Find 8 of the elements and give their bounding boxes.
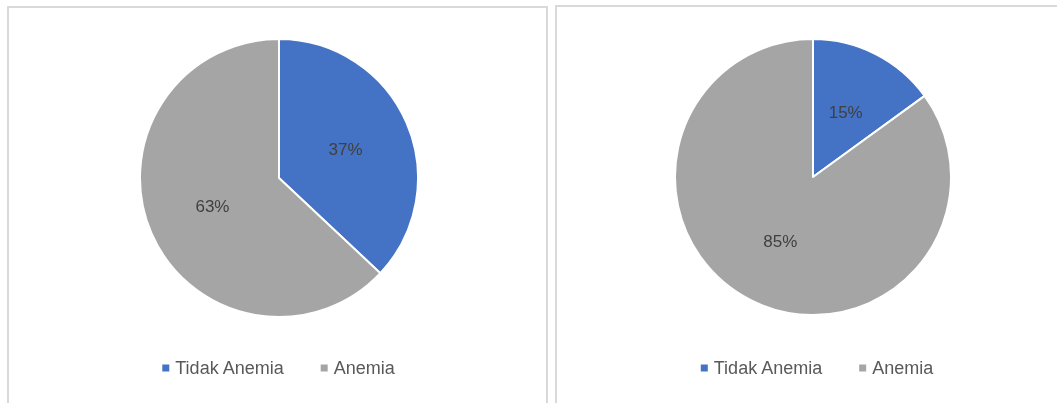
data-label: 85% [763, 231, 798, 251]
legend-label: Tidak Anemia [175, 358, 285, 378]
legend-label: Tidak Anemia [713, 358, 824, 378]
data-label: 63% [195, 197, 230, 217]
legend-label: Anemia [872, 358, 935, 378]
data-label: 37% [328, 139, 363, 159]
data-label: 15% [828, 103, 863, 123]
legend-label: Anemia [333, 358, 396, 378]
